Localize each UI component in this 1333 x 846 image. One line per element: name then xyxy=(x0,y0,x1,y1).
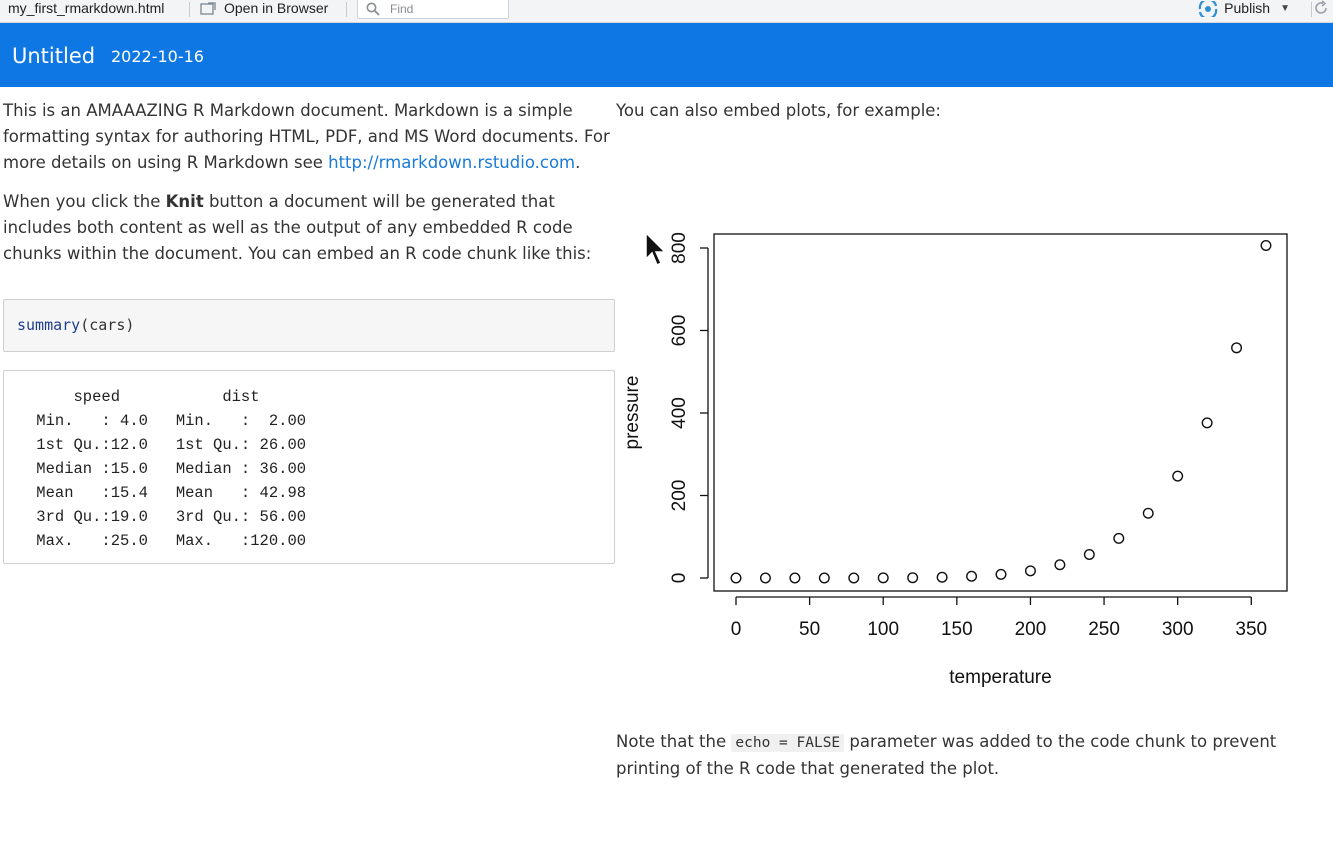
toolbar-divider xyxy=(189,2,190,17)
summary-output: speed dist Min. : 4.0 Min. : 2.00 1st Qu… xyxy=(36,388,307,550)
publish-button[interactable]: Publish ▼ xyxy=(1198,0,1290,17)
code-line: summary(cars) xyxy=(17,316,134,334)
toolbar-divider xyxy=(346,2,347,17)
page-title: Untitled xyxy=(12,44,96,68)
y-tick-label: 200 xyxy=(669,480,690,512)
x-tick-label: 50 xyxy=(799,619,820,640)
x-tick-label: 0 xyxy=(731,619,742,640)
data-point xyxy=(1054,559,1066,571)
open-in-browser-button[interactable]: Open in Browser xyxy=(200,0,328,17)
x-tick-label: 250 xyxy=(1088,619,1120,640)
code-chunk: summary(cars) xyxy=(3,299,615,352)
y-tick-label: 600 xyxy=(669,315,690,347)
data-point xyxy=(966,570,978,582)
code-function: summary xyxy=(17,316,81,334)
intro-paragraph: This is an AMAAAZING R Markdown document… xyxy=(3,98,615,176)
data-point xyxy=(759,572,771,584)
data-point xyxy=(907,572,919,584)
note-text-end: parameter was added to the code chunk to… xyxy=(616,732,1277,778)
publish-label: Publish xyxy=(1224,0,1271,16)
publish-icon xyxy=(1198,0,1218,17)
file-name: my_first_rmarkdown.html xyxy=(8,0,165,16)
toolbar-divider xyxy=(1311,2,1312,17)
data-point xyxy=(789,572,801,584)
code-args: (cars) xyxy=(80,316,135,334)
data-point xyxy=(1231,342,1243,354)
intro-text-end: . xyxy=(575,153,581,172)
chevron-down-icon[interactable]: ▼ xyxy=(1280,3,1290,14)
y-tick-label: 400 xyxy=(669,397,690,429)
refresh-icon xyxy=(1315,0,1327,14)
refresh-button[interactable] xyxy=(1313,0,1329,19)
find-placeholder: Find xyxy=(390,1,414,16)
intro-text: This is an AMAAAZING R Markdown document… xyxy=(3,101,610,172)
note-text-start: Note that the xyxy=(616,732,732,751)
plots-intro: You can also embed plots, for example: xyxy=(616,101,941,120)
document-header: Untitled 2022-10-16 xyxy=(0,23,1333,87)
x-tick-label: 150 xyxy=(941,619,973,640)
echo-code: echo = FALSE xyxy=(731,734,845,752)
data-point xyxy=(848,572,860,584)
open-in-browser-label: Open in Browser xyxy=(224,0,329,16)
open-in-browser-icon xyxy=(200,1,216,15)
y-tick-label: 800 xyxy=(669,232,690,264)
data-point xyxy=(1201,417,1213,429)
x-axis-label: temperature xyxy=(949,667,1051,688)
data-point xyxy=(1083,548,1095,560)
x-tick-label: 200 xyxy=(1015,619,1047,640)
data-point xyxy=(730,572,742,584)
data-point xyxy=(1024,565,1036,577)
y-tick-label: 0 xyxy=(669,573,690,584)
x-tick-label: 350 xyxy=(1235,619,1267,640)
find-input[interactable]: Find xyxy=(357,0,509,19)
code-output: speed dist Min. : 4.0 Min. : 2.00 1st Qu… xyxy=(3,370,615,564)
data-point xyxy=(818,572,830,584)
data-point xyxy=(936,571,948,583)
data-point xyxy=(1113,532,1125,544)
x-tick-label: 300 xyxy=(1162,619,1194,640)
data-point xyxy=(1172,470,1184,482)
data-point xyxy=(995,568,1007,580)
knit-paragraph: When you click the Knit button a documen… xyxy=(3,189,615,267)
x-tick-label: 100 xyxy=(867,619,899,640)
knit-text-end: button a document will be generated that… xyxy=(3,192,592,263)
document-date: 2022-10-16 xyxy=(111,47,204,66)
y-axis-label: pressure xyxy=(622,376,643,450)
knit-text-start: When you click the xyxy=(3,192,166,211)
plot-frame xyxy=(713,233,1288,592)
rmarkdown-link[interactable]: http://rmarkdown.rstudio.com xyxy=(328,153,576,172)
mouse-cursor-icon xyxy=(645,232,667,267)
data-point xyxy=(877,572,889,584)
data-point xyxy=(1260,240,1272,252)
viewer-toolbar: my_first_rmarkdown.html Open in Browser … xyxy=(0,0,1333,23)
data-point xyxy=(1142,507,1154,519)
echo-note: Note that the echo = FALSE parameter was… xyxy=(616,729,1333,782)
knit-bold: Knit xyxy=(165,192,204,211)
search-icon xyxy=(366,2,380,16)
